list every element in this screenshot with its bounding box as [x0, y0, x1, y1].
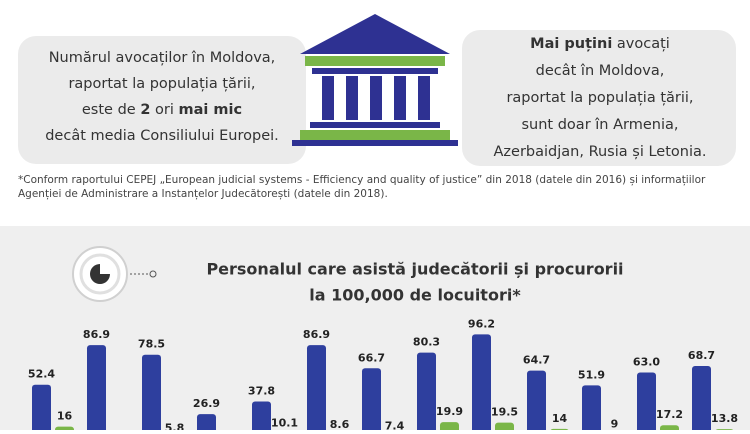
text: decât în Moldova,: [536, 63, 665, 79]
value-label: 17.2: [656, 408, 683, 421]
value-label: 68.7: [688, 349, 715, 362]
text-line: Numărul avocaților în Moldova,: [49, 50, 276, 66]
value-label: 13.8: [711, 412, 738, 425]
text: raportat la populația țării,: [506, 90, 693, 106]
text-line: Azerbaidjan, Rusia și Letonia.: [494, 144, 707, 160]
bar: [527, 370, 546, 434]
bar: [582, 385, 601, 434]
chart-title: Personalul care asistă judecătorii și pr…: [206, 260, 623, 279]
value-label: 10.1: [271, 416, 298, 429]
value-label: 52.4: [28, 368, 55, 381]
text-line: este de 2 ori mai mic: [82, 102, 242, 118]
text: Mai puțini: [530, 36, 612, 52]
bar: [660, 425, 679, 434]
value-label: 5.8: [165, 421, 185, 430]
value-label: 9: [611, 418, 619, 430]
value-label: 86.9: [83, 328, 110, 341]
clock-icon: [72, 246, 157, 302]
bar: [142, 354, 161, 434]
footnote: Agenției de Administrare a Instanțelor J…: [18, 188, 388, 200]
text-line: raportat la populația țării,: [506, 90, 693, 106]
bar: [55, 426, 74, 434]
text: decât media Consiliului Europei.: [45, 128, 279, 144]
value-label: 80.3: [413, 336, 440, 349]
bar: [32, 384, 51, 434]
bar: [197, 414, 216, 434]
value-label: 8.6: [330, 418, 350, 430]
text: Azerbaidjan, Rusia și Letonia.: [494, 144, 707, 160]
bar: [692, 365, 711, 434]
text: 2: [140, 102, 150, 118]
value-label: 37.8: [248, 385, 275, 398]
text: Numărul avocaților în Moldova,: [49, 50, 276, 66]
text-line: Mai puțini avocați: [530, 36, 670, 52]
bar: [87, 345, 106, 434]
bar: [417, 352, 436, 434]
value-label: 63.0: [633, 356, 660, 369]
value-label: 51.9: [578, 368, 605, 381]
right-box: [462, 30, 736, 166]
value-label: 64.7: [523, 354, 550, 367]
value-label: 86.9: [303, 328, 330, 341]
text-line: decât în Moldova,: [536, 63, 665, 79]
left-text: Numărul avocaților în Moldova, raportat …: [45, 50, 279, 144]
footnote: *Conform raportului CEPEJ „European judi…: [18, 174, 706, 186]
value-label: 14: [552, 412, 568, 425]
text: avocați: [612, 36, 670, 52]
text: sunt doar în Armenia,: [522, 117, 679, 133]
bar: [440, 422, 459, 434]
bar: [252, 401, 271, 434]
text-line: raportat la populația țării,: [68, 76, 255, 92]
text: este de: [82, 102, 140, 118]
bar: [307, 345, 326, 434]
bar: [495, 422, 514, 434]
value-label: 7.4: [385, 419, 405, 430]
value-label: 19.5: [491, 406, 518, 419]
value-label: 66.7: [358, 351, 385, 364]
chart-title: la 100,000 de locuitori*: [309, 286, 521, 305]
text-line: sunt doar în Armenia,: [522, 117, 679, 133]
value-label: 78.5: [138, 338, 165, 351]
bar: [362, 368, 381, 434]
building-icon: [292, 14, 458, 146]
value-label: 96.2: [468, 317, 495, 330]
text: raportat la populația țării,: [68, 76, 255, 92]
bar: [637, 372, 656, 434]
value-label: 19.9: [436, 405, 463, 418]
text: mai mic: [179, 102, 243, 118]
text-line: decât media Consiliului Europei.: [45, 128, 279, 144]
right-text: Mai puțini avocați decât în Moldova, rap…: [494, 36, 707, 160]
value-label: 16: [57, 410, 73, 423]
left-box: [18, 36, 306, 164]
bar: [472, 334, 491, 434]
text: ori: [150, 102, 178, 118]
value-label: 26.9: [193, 397, 220, 410]
